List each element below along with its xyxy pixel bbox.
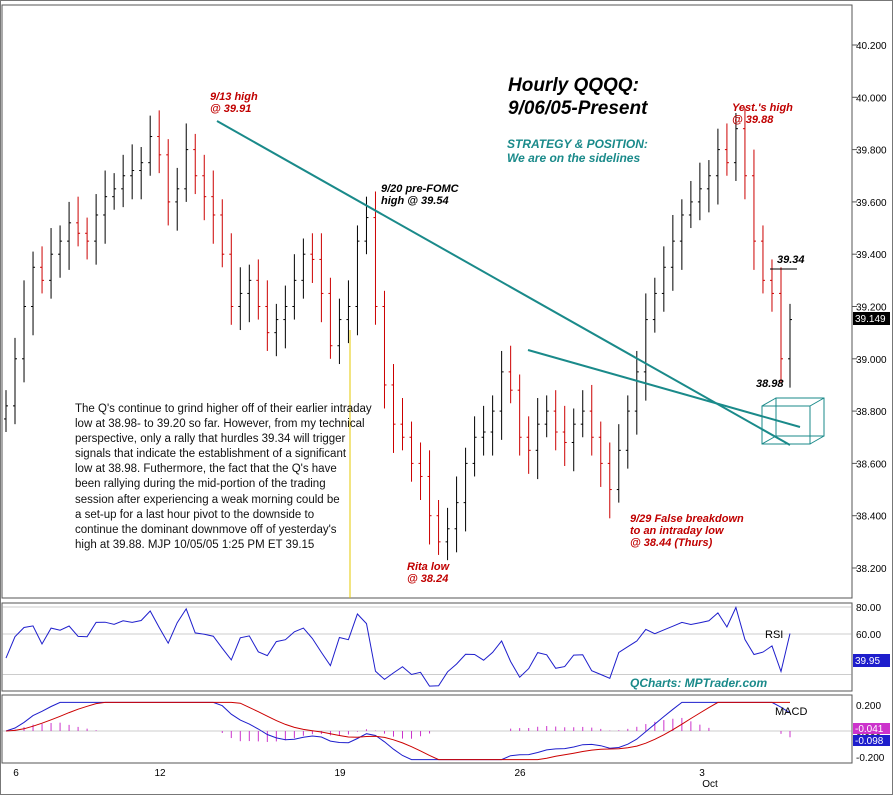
rsi-tick-label: 60.00 [856, 630, 881, 641]
macd-last-box-2 [853, 735, 890, 746]
rsi-tick-label: 80.00 [856, 603, 881, 614]
trendline-minor [527, 349, 801, 428]
annotation-39-34: 39.34 [777, 254, 805, 266]
annotation-913-high: 9/13 high @ 39.91 [210, 91, 258, 115]
y-tick-label: 38.800 [856, 407, 887, 418]
rsi-last-label: 39.95 [855, 656, 880, 667]
y-tick-label: 38.400 [856, 512, 887, 523]
macd-tick-label: -0.200 [856, 753, 885, 764]
macd-last-label-1: -0.041 [855, 724, 884, 735]
macd-last-box-1 [853, 723, 890, 734]
strategy-block: STRATEGY & POSITION: We are on the sidel… [507, 137, 648, 165]
credit-label: QCharts: MPTrader.com [630, 676, 768, 690]
chart-title: Hourly QQQQ: 9/06/05-Present [508, 75, 648, 119]
annotation-38-98: 38.98 [756, 378, 784, 390]
y-tick-label: 40.200 [856, 41, 887, 52]
x-tick-label: 6 [13, 768, 19, 779]
y-tick-label: 40.000 [856, 93, 887, 104]
macd-signal-line [5, 701, 790, 761]
x-month-label: Oct [702, 779, 718, 790]
macd-label: MACD [775, 706, 807, 718]
projection-box [761, 397, 825, 445]
annotation-pre-fomc-high: 9/20 pre-FOMC high @ 39.54 [381, 183, 459, 207]
y-tick-label: 39.600 [856, 198, 887, 209]
annotation-rita-low: Rita low @ 38.24 [407, 561, 450, 585]
annotation-false-breakdown: 9/29 False breakdown to an intraday low … [630, 513, 744, 549]
x-tick-label: 3 [699, 768, 705, 779]
rsi-line [5, 606, 791, 687]
last-price-box [853, 312, 890, 325]
macd-last-label-2: -0.098 [855, 736, 884, 747]
macd-tick-label: 0.200 [856, 701, 881, 712]
rsi-last-box [853, 654, 890, 667]
y-tick-label: 39.000 [856, 355, 887, 366]
y-tick-label: 39.400 [856, 250, 887, 261]
commentary-text: The Q's continue to grind higher off of … [75, 403, 372, 551]
rsi-label: RSI [765, 629, 783, 641]
last-price-label: 39.149 [855, 314, 886, 325]
y-tick-label: 38.600 [856, 459, 887, 470]
x-tick-label: 19 [334, 768, 346, 779]
x-tick-label: 26 [514, 768, 526, 779]
strategy-text: We are on the sidelines [507, 151, 641, 165]
y-tick-label: 39.200 [856, 303, 887, 314]
strategy-heading: STRATEGY & POSITION: [507, 137, 648, 151]
y-tick-label: 39.800 [856, 146, 887, 157]
annotation-yesterday-high: Yest.'s high @ 39.88 [732, 102, 793, 126]
trendline-major [216, 120, 791, 446]
x-tick-label: 12 [154, 768, 166, 779]
y-tick-label: 38.200 [856, 564, 887, 575]
